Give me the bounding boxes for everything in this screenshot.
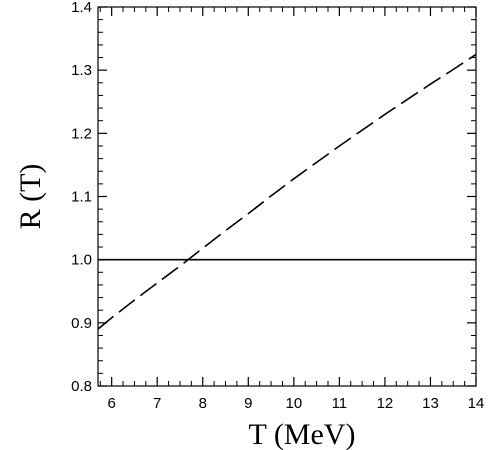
y-tick-label: 1.4 [71,0,92,16]
x-tick-label: 7 [153,395,161,412]
x-tick-label: 9 [244,395,252,412]
x-axis-title: T (MeV) [249,418,356,450]
y-tick-label: 0.8 [71,378,92,395]
x-tick-label: 12 [377,395,394,412]
y-tick-label: 1.1 [71,189,92,206]
y-tick-label: 1.2 [71,125,92,142]
x-tick-label: 6 [107,395,115,412]
plot-frame [97,6,477,387]
y-axis-title: R (T) [14,164,47,230]
series-line-dashed [97,53,477,330]
x-tick-label: 13 [422,395,439,412]
y-tick-label: 0.9 [71,315,92,332]
x-tick-label: 8 [199,395,207,412]
x-tick-label: 10 [285,395,302,412]
x-tick-label: 14 [468,395,485,412]
x-tick-label: 11 [332,395,348,412]
y-tick-label: 1.0 [71,252,92,269]
y-tick-label: 1.3 [71,62,92,79]
